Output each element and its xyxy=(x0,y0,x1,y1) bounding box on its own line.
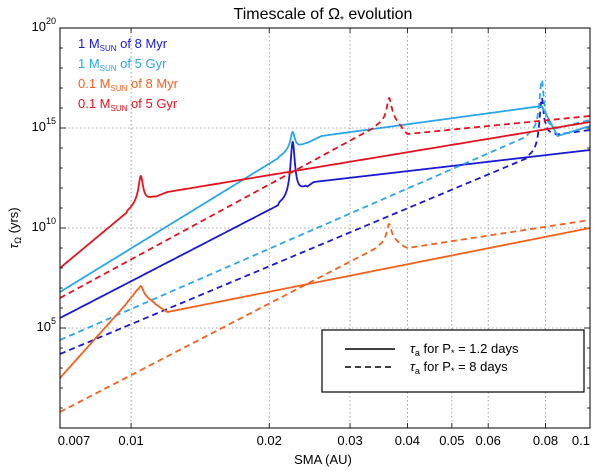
y-tick-label-3: 1020 xyxy=(32,16,56,34)
legend-entry-2-tail: of 8 Myr xyxy=(127,76,178,91)
x-tick-label-6: 0.06 xyxy=(476,433,501,448)
style-legend-label-1-sub: a xyxy=(415,366,420,376)
x-tick-label-8: 0.1 xyxy=(572,433,590,448)
legend-entry-1-sub: SUN xyxy=(100,64,117,73)
style-legend-label-0-tail: = 1.2 days xyxy=(454,341,518,356)
y-tick-base-2: 10 xyxy=(32,119,46,134)
series-1-dashed-line xyxy=(59,78,591,341)
x-tick-label-3: 0.03 xyxy=(337,433,362,448)
legend-entry-1: 1 MSUN of 5 Gyr xyxy=(78,56,167,73)
style-legend-label-0: τa for P* = 1.2 days xyxy=(410,341,519,358)
series-2-dashed-line xyxy=(59,219,591,413)
y-tick-pow-2: 15 xyxy=(46,116,56,126)
y-tick-base-1: 10 xyxy=(32,219,46,234)
legend-entry-2-sub: SUN xyxy=(111,84,128,93)
x-tick-label-5: 0.05 xyxy=(439,433,464,448)
style-legend-label-1-text: for P xyxy=(420,359,451,374)
x-tick-label-7: 0.08 xyxy=(533,433,558,448)
plot-lines xyxy=(59,78,591,413)
y-tick-label-0: 105 xyxy=(37,316,56,334)
style-legend-label-0-text: for P xyxy=(420,341,451,356)
y-tick-label-2: 1015 xyxy=(32,116,56,134)
y-tick-pow-1: 10 xyxy=(46,216,56,226)
legend-entry-1-tail: of 5 Gyr xyxy=(117,56,168,71)
style-legend-label-1-star: * xyxy=(451,366,455,376)
chart-title-suffix: evolution xyxy=(344,6,413,23)
chart-title: Timescale of Ω* evolution xyxy=(234,6,413,26)
series-0-dashed-line xyxy=(59,96,591,355)
legend-entry-0-sub: SUN xyxy=(100,44,117,53)
series-3-solid-line xyxy=(59,121,591,269)
legend-entry-2-main: 0.1 M xyxy=(78,76,111,91)
series-1-solid-line xyxy=(59,105,591,293)
y-axis-label-unit: (yrs) xyxy=(6,207,21,237)
y-axis-label-sub: Ω xyxy=(13,237,23,244)
legend-entry-3-sub: SUN xyxy=(111,104,128,113)
legend-entry-2: 0.1 MSUN of 8 Myr xyxy=(78,76,179,93)
x-tick-label-4: 0.04 xyxy=(395,433,420,448)
legend-entry-3-tail: of 5 Gyr xyxy=(127,96,178,111)
legend-entry-3-main: 0.1 M xyxy=(78,96,111,111)
chart-title-symbol: Ω xyxy=(328,6,340,23)
plot-frame xyxy=(59,27,591,429)
x-tick-label-2: 0.02 xyxy=(257,433,282,448)
legend-entry-0-main: 1 M xyxy=(78,36,100,51)
style-legend-label-0-star: * xyxy=(451,348,455,358)
y-tick-label-1: 1010 xyxy=(32,216,56,234)
series-2-solid-line xyxy=(59,227,591,379)
series-3-dashed-line xyxy=(59,96,591,299)
style-legend-label-0-sub: a xyxy=(415,348,420,358)
style-legend-label-1: τa for P* = 8 days xyxy=(410,359,508,376)
y-tick-pow-0: 5 xyxy=(51,316,56,326)
chart-title-sub: * xyxy=(340,15,344,26)
style-legend-label-1-main: τ xyxy=(410,359,416,374)
legend-entry-0: 1 MSUN of 8 Myr xyxy=(78,36,168,53)
x-tick-labels: 0.007 0.01 0.02 0.03 0.04 0.05 0.06 0.08 0.1 xyxy=(58,433,590,448)
y-tick-base-3: 10 xyxy=(32,19,46,34)
x-tick-label-0: 0.007 xyxy=(58,433,91,448)
y-tick-base-0: 10 xyxy=(37,319,51,334)
x-tick-label-1: 0.01 xyxy=(118,433,143,448)
series-0-solid-line xyxy=(59,140,591,319)
style-legend-label-1-tail: = 8 days xyxy=(454,359,508,374)
legend-entry-0-tail: of 8 Myr xyxy=(117,36,168,51)
y-tick-pow-3: 20 xyxy=(46,16,56,26)
y-axis-label: τΩ (yrs) xyxy=(6,207,23,248)
style-legend-box xyxy=(321,329,585,393)
y-axis-label-main: τ xyxy=(6,243,21,249)
x-axis-label: SMA (AU) xyxy=(294,452,352,467)
legend-entry-1-main: 1 M xyxy=(78,56,100,71)
legend-entry-3: 0.1 MSUN of 5 Gyr xyxy=(78,96,178,113)
chart-title-prefix: Timescale of xyxy=(234,6,329,23)
style-legend-label-0-main: τ xyxy=(410,341,416,356)
